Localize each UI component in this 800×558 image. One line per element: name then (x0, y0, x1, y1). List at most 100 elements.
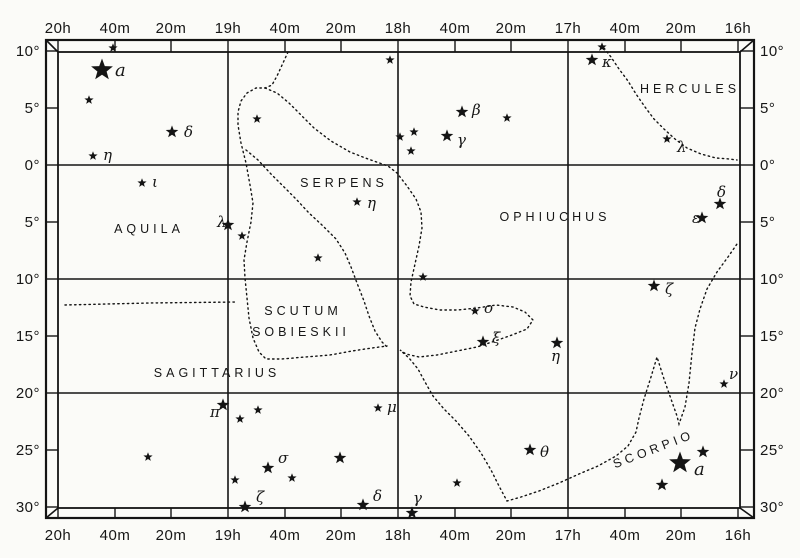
ra-axis-label-bottom: 20m (326, 527, 357, 544)
ra-axis-label-bottom: 20m (496, 527, 527, 544)
star-symbol (253, 405, 263, 414)
dec-axis-label-left: 15° (16, 328, 40, 345)
star-symbol (418, 272, 428, 281)
star-symbol (137, 178, 147, 187)
star-label-o: o (484, 299, 493, 317)
constellation-label-aquila: AQUILA (114, 222, 184, 236)
star-symbol (237, 231, 247, 240)
star-label-ζ: ζ (665, 280, 674, 298)
star-symbol (373, 403, 383, 412)
ra-axis-label-top: 40m (440, 20, 471, 37)
ra-axis-label-top: 20m (666, 20, 697, 37)
star-symbol (216, 398, 230, 411)
star-symbol (352, 197, 362, 206)
ra-axis-label-bottom: 40m (270, 527, 301, 544)
ra-axis-label-bottom: 20m (156, 527, 187, 544)
star-symbol (409, 127, 419, 136)
ra-axis-label-bottom: 16h (725, 527, 752, 544)
star-label-δ: δ (373, 487, 382, 505)
star-symbol (502, 113, 512, 122)
star-symbol (165, 125, 179, 138)
star-label-a: a (694, 459, 705, 480)
star-symbol (452, 478, 462, 487)
star-label-η: η (103, 146, 112, 164)
ra-axis-label-top: 20m (326, 20, 357, 37)
star-symbol (356, 498, 370, 511)
star-label-a: a (115, 60, 126, 81)
dec-axis-label-left: 20° (16, 385, 40, 402)
star-symbol (238, 500, 252, 513)
ra-axis-label-top: 20h (45, 20, 72, 37)
star-label-η: η (367, 194, 376, 212)
star-label-γ: γ (413, 489, 422, 507)
star-symbol (655, 478, 669, 491)
ra-axis-label-bottom: 40m (100, 527, 131, 544)
star-symbol (695, 211, 709, 224)
star-label-δ: δ (717, 183, 726, 201)
dec-axis-label-right: 0° (760, 157, 775, 174)
constellation-label-sobieskii: SOBIESKII (252, 325, 350, 339)
star-symbol (88, 151, 98, 160)
star-symbol (470, 306, 480, 315)
dec-axis-label-left: 25° (16, 442, 40, 459)
star-label-η: η (551, 347, 560, 365)
star-symbol (550, 336, 564, 349)
star-label-μ: μ (387, 398, 397, 416)
star-symbol (287, 473, 297, 482)
star-label-β: β (471, 101, 481, 119)
star-label-ζ: ζ (256, 488, 265, 506)
star-symbol (585, 53, 599, 66)
dec-axis-label-left: 5° (25, 214, 40, 231)
star-label-λ: λ (216, 213, 227, 231)
ra-axis-label-top: 20m (496, 20, 527, 37)
constellation-label-sagittarius: SAGITTARIUS (154, 366, 280, 380)
star-label-ν: ν (729, 365, 738, 383)
dec-axis-label-right: 30° (760, 499, 784, 516)
dec-axis-label-right: 5° (760, 214, 775, 231)
dec-axis-label-right: 25° (760, 442, 784, 459)
star-symbol (662, 134, 672, 143)
star-symbol (108, 43, 118, 52)
star-label-κ: κ (601, 53, 612, 71)
milky-way-boundary-scutum-serpens-outline (237, 51, 388, 360)
ra-axis-label-bottom: 20m (666, 527, 697, 544)
star-symbol (405, 506, 419, 519)
ra-axis-label-top: 19h (215, 20, 242, 37)
dec-axis-label-left: 10° (16, 43, 40, 60)
star-symbol (235, 414, 245, 423)
milky-way-boundary-east-edge-with-loop-and-zigzag (264, 87, 738, 502)
star-label-θ: θ (540, 443, 549, 461)
ra-axis-label-bottom: 20h (45, 527, 72, 544)
dec-axis-label-left: 5° (25, 100, 40, 117)
dec-axis-label-right: 5° (760, 100, 775, 117)
ra-axis-label-top: 40m (270, 20, 301, 37)
star-label-γ: γ (457, 131, 466, 149)
star-label-ι: ι (152, 173, 158, 191)
star-symbol (333, 451, 347, 464)
ra-axis-label-top: 20m (156, 20, 187, 37)
dec-axis-label-right: 15° (760, 328, 784, 345)
dec-axis-label-left: 10° (16, 271, 40, 288)
ra-axis-label-bottom: 40m (610, 527, 641, 544)
ra-axis-label-top: 18h (385, 20, 412, 37)
dec-axis-label-right: 20° (760, 385, 784, 402)
star-symbol (261, 461, 275, 474)
milky-way-boundary-west-segment (64, 301, 238, 306)
star-label-δ: δ (184, 123, 193, 141)
dec-axis-label-right: 10° (760, 43, 784, 60)
dec-axis-label-right: 10° (760, 271, 784, 288)
star-symbol (440, 129, 454, 142)
star-symbol (252, 114, 262, 123)
star-symbol (84, 95, 94, 104)
star-symbol (647, 279, 661, 292)
ra-axis-label-bottom: 40m (440, 527, 471, 544)
milky-way-boundary-hercules-edge (603, 47, 738, 161)
ra-axis-label-bottom: 18h (385, 527, 412, 544)
star-symbol (597, 42, 607, 51)
star-label-π: π (209, 403, 221, 421)
ra-axis-label-bottom: 19h (215, 527, 242, 544)
frame-outer-border (44, 38, 756, 520)
star-symbol (669, 451, 691, 473)
ra-axis-label-top: 40m (610, 20, 641, 37)
